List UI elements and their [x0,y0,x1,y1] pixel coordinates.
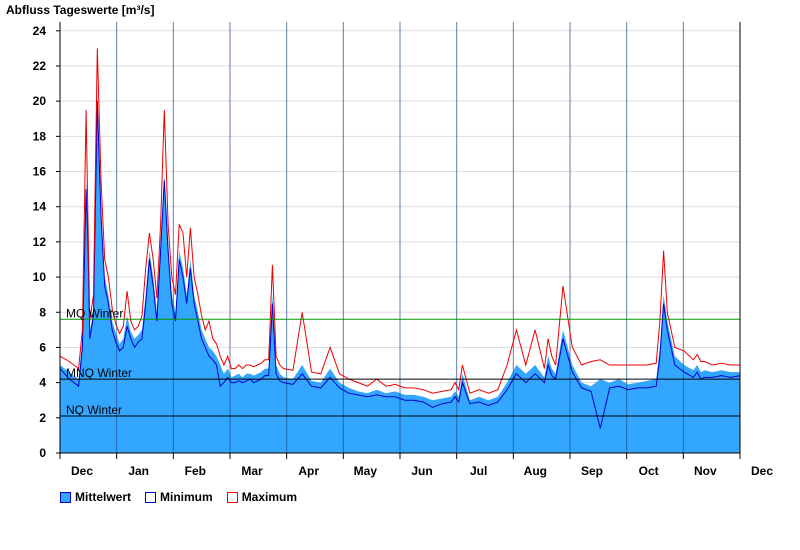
reference-line-label: MNQ Winter [66,366,132,380]
y-tick-label: 0 [39,446,46,460]
legend-label-max: Maximum [241,490,298,504]
x-tick-label: Oct [639,464,659,478]
legend: Mittelwert Minimum Maximum [60,490,297,504]
x-tick-label: Aug [524,464,547,478]
legend-swatch-max [226,491,238,503]
data-series [59,22,741,454]
series-max-line [59,48,740,394]
reference-line-label: NQ Winter [66,403,122,417]
x-tick-label: Feb [185,464,206,478]
x-tick-label: May [354,464,378,478]
reference-line-label: MQ Winter [66,306,123,320]
x-tick-label: Jul [470,464,487,478]
legend-label-mean: Mittelwert [75,490,132,504]
chart-title: Abfluss Tageswerte [m³/s] [6,3,154,17]
y-tick-label: 20 [33,94,47,108]
y-tick-label: 16 [33,165,47,179]
y-tick-label: 6 [39,340,46,354]
y-tick-label: 10 [33,270,47,284]
x-tick-label: Jun [411,464,432,478]
legend-swatch-min [145,491,157,503]
legend-swatch-mean [60,491,71,503]
y-tick-label: 2 [39,411,46,425]
y-tick-label: 8 [39,305,46,319]
x-tick-label: Jan [128,464,149,478]
y-tick-label: 18 [33,129,47,143]
y-tick-label: 14 [33,200,47,214]
y-tick-label: 24 [33,24,47,38]
x-tick-label: Dec [71,464,93,478]
reference-lines: MQ Winter MNQ Winter NQ Winter [60,306,740,417]
legend-item-mean: Mittelwert [60,490,131,504]
series-min-line [59,101,741,429]
x-tick-label: Apr [298,464,319,478]
legend-label-min: Minimum [160,490,213,504]
x-tick-label: Mar [241,464,263,478]
legend-item-max: Maximum [226,490,298,504]
x-tick-label: Nov [694,464,717,478]
x-tick-label: Sep [581,464,603,478]
y-tick-label: 22 [33,59,47,73]
x-tick-label: Dec [751,464,773,478]
y-tick-label: 12 [33,235,47,249]
legend-item-min: Minimum [145,490,213,504]
y-tick-label: 4 [39,376,46,390]
